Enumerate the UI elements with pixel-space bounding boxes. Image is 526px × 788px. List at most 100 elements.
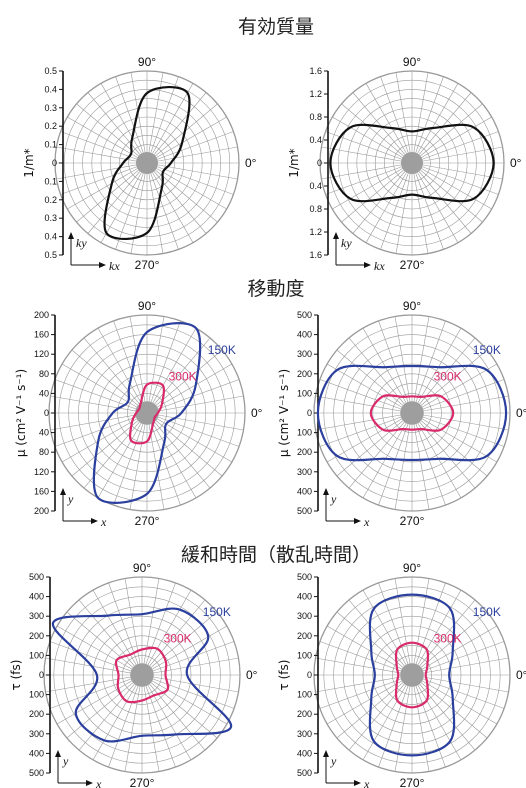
grid-ring — [362, 625, 462, 725]
angle-label-0: 0° — [516, 668, 526, 682]
grid-ring — [109, 125, 185, 201]
tick-label: 0.4 — [44, 84, 57, 94]
grid-ring — [343, 344, 481, 482]
series-line-150K — [92, 322, 202, 504]
grid-ring — [343, 606, 481, 744]
grid-ring — [347, 98, 477, 228]
angle-label-90: 90° — [403, 55, 421, 69]
y-axis-label: μ (cm² V⁻¹ s⁻¹) — [14, 369, 28, 457]
direction-label-y: ky — [76, 236, 87, 250]
arrowhead-y — [333, 232, 339, 239]
series-line-300K — [394, 641, 430, 709]
series-line-300K — [114, 646, 170, 704]
grid-ring — [53, 586, 231, 764]
tick-label: 120 — [34, 467, 49, 477]
tick-label: 100 — [297, 690, 312, 700]
tick-label: 0.1 — [44, 176, 57, 186]
series-line-150K — [316, 364, 508, 462]
tick-label: 0.5 — [44, 66, 57, 76]
tick-label: 300 — [29, 611, 44, 621]
direction-label-y: y — [67, 492, 74, 506]
grid-ring — [48, 314, 246, 512]
grid-ring — [372, 635, 452, 715]
angle-label-270: 270° — [135, 258, 160, 272]
direction-label-y: y — [330, 492, 337, 506]
direction-label-x: kx — [374, 259, 385, 273]
angle-label-90: 90° — [138, 299, 156, 313]
grid-ring — [119, 135, 175, 191]
arrowhead-y — [323, 488, 329, 495]
tick-label: 200 — [297, 369, 312, 379]
tick-label: 160 — [34, 486, 49, 496]
panels-group: 90° 0° 270° 0.5 0.4 0.3 0.2 0.1 0 0.1 0.2 0.3 0.4 0.5… — [9, 55, 526, 788]
direction-label-x: x — [100, 515, 107, 529]
direction-label-y: y — [62, 754, 69, 768]
grid-ring — [68, 334, 226, 492]
tick-label: 1.6 — [309, 66, 322, 76]
series-label-300K: 300K — [434, 632, 462, 646]
tick-label: 500 — [297, 768, 312, 778]
tick-label: 500 — [297, 572, 312, 582]
grid-ring — [374, 125, 450, 201]
tick-label: 1.6 — [309, 250, 322, 260]
tick-label: 0 — [317, 158, 322, 168]
polar-panel-4: 90° 0° 270° 500 400 300 200 100 0 100 200 300 400 500… — [9, 561, 258, 788]
angle-label-90: 90° — [133, 561, 151, 575]
grid-ring — [392, 655, 432, 695]
arrowhead-x — [99, 262, 106, 268]
tick-label: 500 — [29, 768, 44, 778]
direction-label-x: x — [363, 515, 370, 529]
grid-ring — [352, 615, 472, 735]
grid-ring — [382, 645, 442, 705]
grid-ring — [100, 116, 194, 210]
series-line-300K — [128, 381, 166, 445]
angle-label-270: 270° — [400, 776, 425, 788]
series-label-150K: 150K — [203, 605, 231, 619]
series-label-150K: 150K — [473, 343, 501, 357]
tick-label: 400 — [297, 486, 312, 496]
direction-label-x: x — [363, 777, 370, 788]
tick-label: 40 — [39, 388, 49, 398]
tick-label: 500 — [297, 506, 312, 516]
tick-label: 300 — [297, 349, 312, 359]
tick-label: 200 — [29, 709, 44, 719]
polar-panel-0: 90° 0° 270° 0.5 0.4 0.3 0.2 0.1 0 0.1 0.2 0.3 0.4 0.5… — [22, 55, 257, 273]
tick-label: 1.2 — [309, 89, 322, 99]
series-line-curve — [329, 123, 495, 203]
tick-label: 0.8 — [309, 204, 322, 214]
grid-ring — [107, 373, 187, 453]
arrowhead-x — [354, 518, 361, 524]
arrowhead-x — [354, 780, 361, 786]
grid-ring — [333, 334, 491, 492]
center-hub — [136, 152, 158, 174]
polar-panel-3: 90° 0° 270° 500 400 300 200 100 0 100 200 300 400 500… — [277, 299, 526, 529]
y-axis-label: 1/m* — [22, 148, 36, 177]
series-line-150K — [368, 593, 456, 757]
arrowhead-x — [364, 262, 371, 268]
arrowhead-y — [60, 488, 66, 495]
tick-label: 80 — [39, 369, 49, 379]
center-hub — [130, 663, 154, 687]
tick-label: 400 — [29, 592, 44, 602]
grid-ring — [43, 576, 241, 774]
grid-ring — [112, 645, 172, 705]
grid-ring — [362, 363, 462, 463]
grid-ring — [78, 344, 216, 482]
angle-label-90: 90° — [138, 55, 156, 69]
arrowhead-y — [55, 750, 61, 757]
tick-label: 0.4 — [309, 181, 322, 191]
angle-label-0: 0° — [246, 668, 258, 682]
grid-ring — [97, 363, 197, 463]
grid-ring — [102, 635, 182, 715]
grid-ring — [54, 70, 240, 256]
tick-label: 40 — [39, 428, 49, 438]
series-label-300K: 300K — [164, 632, 192, 646]
grid-ring — [392, 393, 432, 433]
tick-label: 80 — [39, 447, 49, 457]
tick-label: 400 — [297, 592, 312, 602]
tick-label: 300 — [29, 729, 44, 739]
tick-label: 400 — [297, 748, 312, 758]
tick-label: 0.8 — [309, 112, 322, 122]
series-line-curve — [103, 85, 191, 241]
